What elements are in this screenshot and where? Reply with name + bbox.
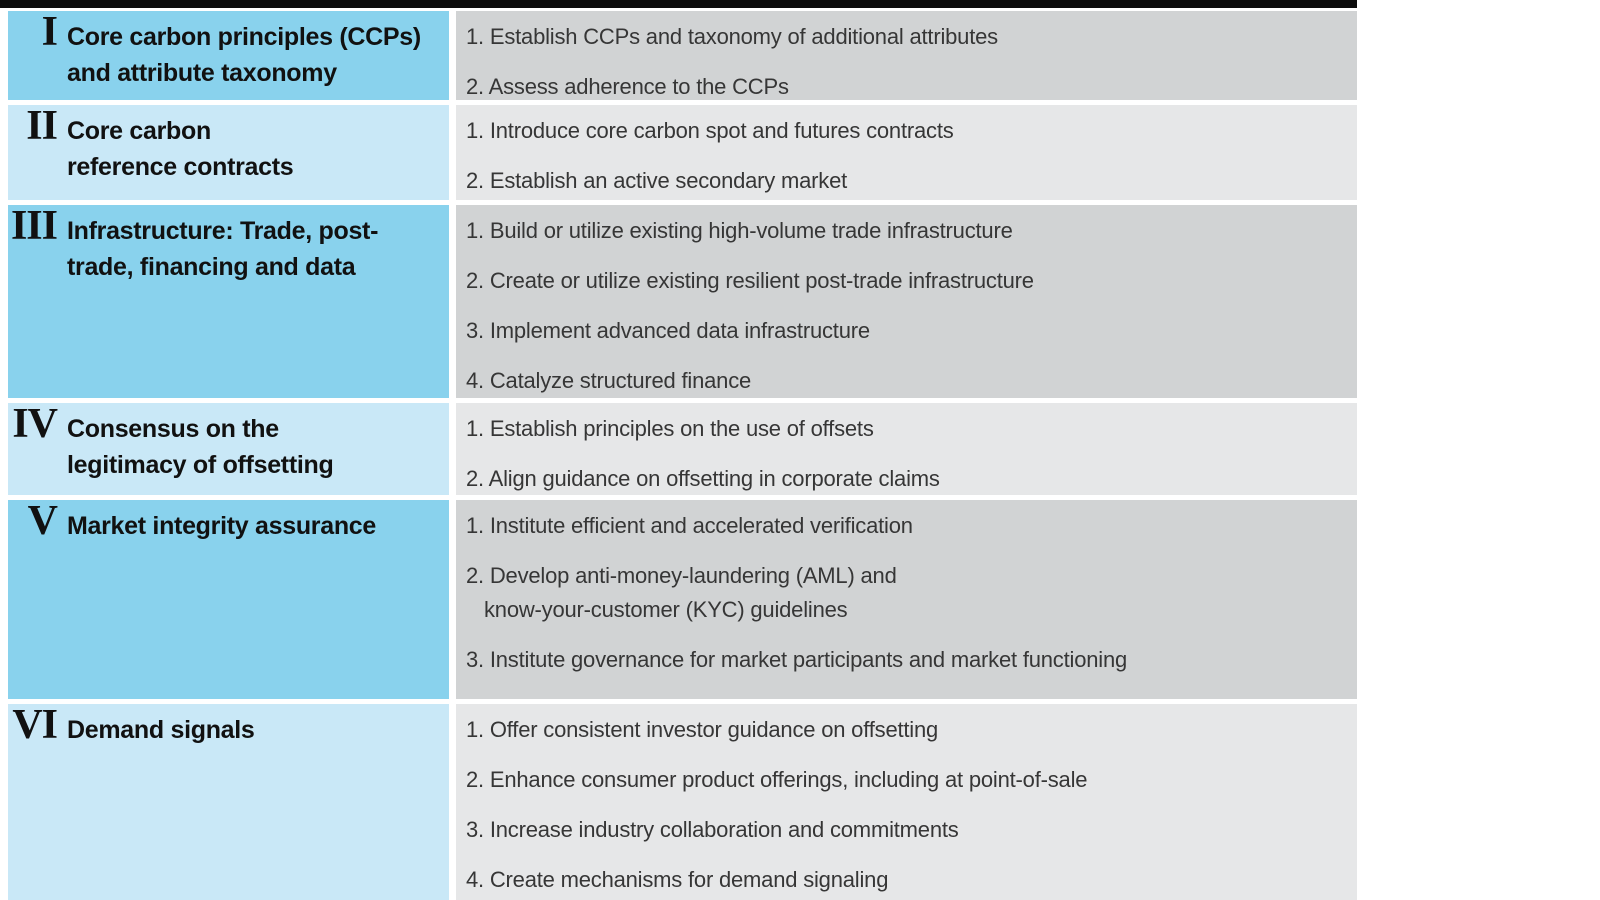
workstream-title: Core carbon principles (CCPs) and attrib… xyxy=(67,19,421,91)
action-item: 1. Introduce core carbon spot and future… xyxy=(466,118,954,143)
action-item: 4. Create mechanisms for demand signalin… xyxy=(466,867,889,892)
top-rule-bar xyxy=(0,0,1357,8)
actions-cell-6: 1. Offer consistent investor guidance on… xyxy=(456,704,1357,900)
workstream-title: Core carbon reference contracts xyxy=(67,113,294,185)
title-line: trade, financing and data xyxy=(67,253,356,281)
actions-cell-1: 1. Establish CCPs and taxonomy of additi… xyxy=(456,11,1357,100)
action-item: 3. Increase industry collaboration and c… xyxy=(466,817,959,842)
title-line: Market integrity assurance xyxy=(67,512,376,540)
title-line: and attribute taxonomy xyxy=(67,59,337,87)
workstream-cell-4: IV Consensus on the legitimacy of offset… xyxy=(8,403,449,495)
title-line: Core carbon principles (CCPs) xyxy=(67,23,421,51)
action-item: 2. Create or utilize existing resilient … xyxy=(466,268,1034,293)
title-line: Core carbon xyxy=(67,117,211,145)
roman-numeral: III xyxy=(10,205,58,249)
action-item: 1. Establish CCPs and taxonomy of additi… xyxy=(466,24,998,49)
action-item: 4. Catalyze structured finance xyxy=(466,368,752,393)
actions-cell-4: 1. Establish principles on the use of of… xyxy=(456,403,1357,495)
action-item: 2. Develop anti-money-laundering (AML) a… xyxy=(466,563,897,622)
title-line: Infrastructure: Trade, post- xyxy=(67,217,379,245)
roman-numeral: II xyxy=(26,105,58,149)
action-item: 1. Offer consistent investor guidance on… xyxy=(466,717,939,742)
workstream-cell-6: VI Demand signals xyxy=(8,704,449,900)
title-line: legitimacy of offsetting xyxy=(67,451,334,479)
action-item: 1. Institute efficient and accelerated v… xyxy=(466,513,913,538)
title-line: Demand signals xyxy=(67,716,255,744)
action-item: 2. Establish an active secondary market xyxy=(466,168,848,193)
roman-numeral: I xyxy=(41,11,58,55)
actions-cell-2: 1. Introduce core carbon spot and future… xyxy=(456,105,1357,200)
action-item: 2. Assess adherence to the CCPs xyxy=(466,74,789,99)
workstream-cell-2: II Core carbon reference contracts xyxy=(8,105,449,200)
title-line: reference contracts xyxy=(67,153,294,181)
workstream-cell-1: I Core carbon principles (CCPs) and attr… xyxy=(8,11,449,100)
action-item: 1. Build or utilize existing high-volume… xyxy=(466,218,1013,243)
actions-cell-3: 1. Build or utilize existing high-volume… xyxy=(456,205,1357,398)
action-item: 3. Implement advanced data infrastructur… xyxy=(466,318,870,343)
action-item: 2. Enhance consumer product offerings, i… xyxy=(466,767,1088,792)
roman-numeral: IV xyxy=(12,403,58,447)
roman-numeral: VI xyxy=(12,704,58,748)
action-item: 3. Institute governance for market parti… xyxy=(466,647,1128,672)
roadmap-table: I Core carbon principles (CCPs) and attr… xyxy=(8,11,1357,900)
workstream-title: Demand signals xyxy=(67,712,255,748)
workstream-title: Consensus on the legitimacy of offsettin… xyxy=(67,411,334,483)
roman-numeral: V xyxy=(27,500,58,544)
workstream-title: Infrastructure: Trade, post- trade, fina… xyxy=(67,213,378,285)
actions-cell-5: 1. Institute efficient and accelerated v… xyxy=(456,500,1357,699)
action-item: 2. Align guidance on offsetting in corpo… xyxy=(466,466,940,491)
action-item: 1. Establish principles on the use of of… xyxy=(466,416,874,441)
workstream-title: Market integrity assurance xyxy=(67,508,376,544)
workstream-cell-5: V Market integrity assurance xyxy=(8,500,449,699)
title-line: Consensus on the xyxy=(67,415,279,443)
workstream-cell-3: III Infrastructure: Trade, post- trade, … xyxy=(8,205,449,398)
